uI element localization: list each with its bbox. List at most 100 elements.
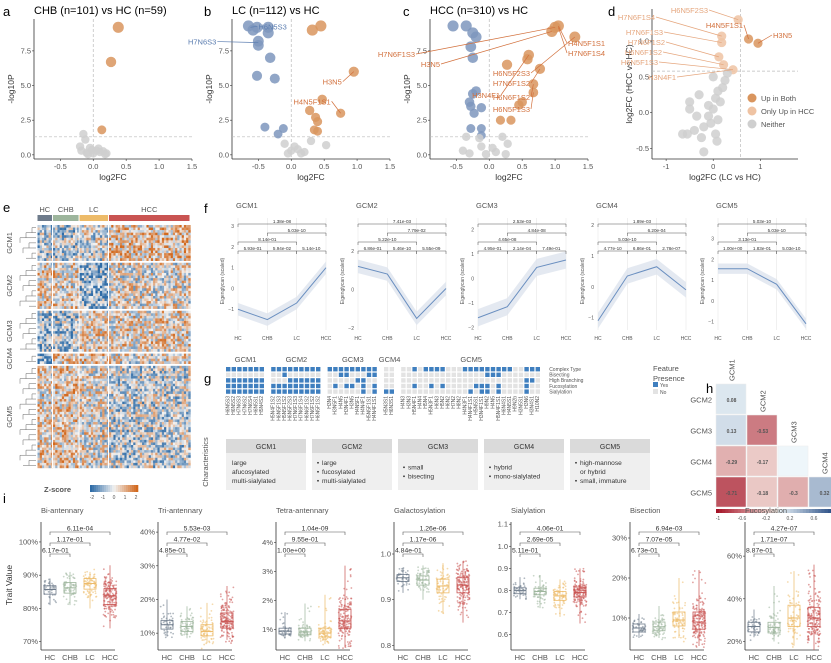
heatmap-cell [142,242,145,246]
heatmap-cell [57,253,60,256]
heatmap-cell [61,237,65,241]
heatmap-cell [68,452,71,456]
heatmap-cell [175,270,178,274]
heatmap-cell [142,328,145,332]
heatmap-cell [175,328,178,332]
heatmap-cell [57,262,60,266]
heatmap-cell [142,353,145,357]
heatmap-cell [99,240,103,244]
data-point [703,111,714,121]
heatmap-cell [148,349,152,352]
heatmap-cell [55,298,58,302]
heatmap-cell [90,313,94,317]
heatmap-cell [166,318,169,322]
data-point [710,129,721,139]
heatmap-cell [104,247,107,251]
heatmap-cell [109,265,112,269]
heatmap-cell [128,310,132,314]
heatmap-cell [120,318,123,322]
heatmap-cell [106,336,110,340]
heatmap-cell [55,373,58,377]
heatmap-cell [95,253,98,256]
heatmap-cell [111,278,114,281]
y-tick-label: 0.0 [417,150,427,159]
heatmap-cell [59,439,63,443]
heatmap-cell [117,235,121,238]
heatmap-cell [113,328,116,332]
heatmap-cell [175,303,178,307]
heatmap-cell [50,442,54,446]
heatmap-cell [175,353,178,357]
heatmap-cell [102,293,105,297]
heatmap-cell [133,320,136,324]
heatmap-cell [95,235,98,238]
heatmap-cell [170,323,174,327]
heatmap-cell [53,323,56,327]
heatmap-cell [68,245,71,249]
heatmap-cell [117,240,121,244]
heatmap-cell [46,315,49,319]
heatmap-cell [46,303,49,307]
x-tick-label: 1 [758,162,762,171]
heatmap-cell [122,250,125,254]
heatmap-cell [155,328,158,332]
heatmap-cell [142,301,145,304]
heatmap-cell [179,320,182,324]
heatmap-cell [150,275,154,279]
heatmap-cell [68,343,71,347]
point-label: H7N6F1S2 [493,79,530,88]
heatmap-cell [72,401,76,405]
heatmap-cell [50,414,54,418]
heatmap-cell [137,237,141,241]
heatmap-cell [179,225,182,228]
heatmap-cell [90,416,94,420]
heatmap-cell [70,225,74,228]
heatmap-cell [102,225,105,228]
heatmap-cell [46,383,49,387]
heatmap-cell [142,313,145,317]
heatmap-cell [183,301,187,304]
heatmap-cell [66,247,69,251]
heatmap-cell [181,245,185,249]
heatmap-cell [104,409,107,413]
heatmap-cell [75,301,78,304]
heatmap-cell [104,293,107,297]
data-point [262,27,274,39]
heatmap-cell [128,237,132,241]
heatmap-cell [159,303,163,307]
heatmap-cell [168,328,171,332]
heatmap-cell [135,310,138,314]
heatmap-cell [70,313,74,317]
heatmap-cell [86,353,89,357]
heatmap-cell [70,336,74,340]
heatmap-cell [102,283,105,286]
heatmap-cell [75,272,78,276]
heatmap-cell [75,288,78,292]
heatmap-cell [70,401,74,405]
heatmap-cell [146,270,149,274]
heatmap-cell [181,328,185,332]
heatmap-cell [77,333,80,337]
heatmap-cell [122,301,125,304]
heatmap-cell [188,275,191,279]
heatmap-cell [117,356,121,359]
data-point [466,124,476,133]
heatmap-cell [57,393,60,397]
heatmap-cell [170,288,174,292]
heatmap-cell [57,447,60,451]
heatmap-cell [146,315,149,319]
heatmap-cell [61,427,65,430]
heatmap-cell [186,338,189,342]
heatmap-cell [41,326,45,329]
heatmap-cell [70,445,74,448]
heatmap-cell [133,262,136,266]
heatmap-cell [170,237,174,241]
heatmap-cell [139,295,143,299]
heatmap-cell [113,326,116,329]
heatmap-cell [106,326,110,329]
heatmap-cell [97,383,101,387]
heatmap-cell [113,315,116,319]
heatmap-cell [117,278,121,281]
heatmap-cell [72,275,76,279]
heatmap-cell [59,310,63,314]
